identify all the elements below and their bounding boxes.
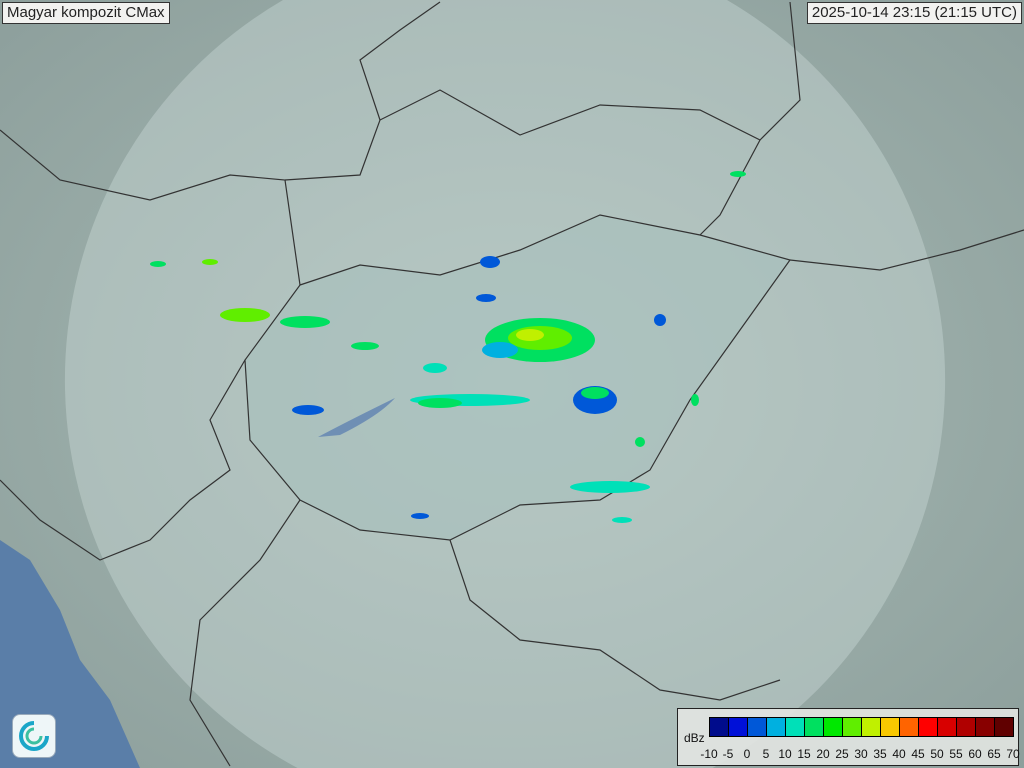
legend-swatch (976, 718, 995, 736)
legend-swatch (938, 718, 957, 736)
legend-tick-label: 65 (987, 747, 1001, 761)
adriatic-sea (0, 540, 140, 768)
legend-tick-label: 25 (835, 747, 849, 761)
legend-tick-label: 10 (778, 747, 792, 761)
hungary-area (245, 215, 790, 540)
radar-echoes (150, 171, 746, 523)
weather-service-swirl-icon (12, 714, 56, 758)
product-title: Magyar kompozit CMax (2, 2, 170, 24)
legend-swatch (919, 718, 938, 736)
legend-tick-label: 50 (930, 747, 944, 761)
legend-tick-label: 20 (816, 747, 830, 761)
lake-balaton (318, 398, 395, 437)
legend-swatch (805, 718, 824, 736)
legend-tick-label: 70 (1006, 747, 1020, 761)
legend-color-bar (709, 717, 1014, 737)
legend-tick-label: 60 (968, 747, 982, 761)
legend-swatch (710, 718, 729, 736)
legend-swatch (900, 718, 919, 736)
legend-swatch (862, 718, 881, 736)
legend-ticks: -10 -5 0 5 10 15 20 25 30 35 40 45 50 55 60 65 70 (700, 747, 1019, 761)
legend-swatch (957, 718, 976, 736)
legend-tick-label: 15 (797, 747, 811, 761)
dbz-legend: dBz -10 -5 0 5 10 15 20 25 30 35 40 45 50 55 60 65 70 (677, 708, 1020, 766)
timestamp: 2025-10-14 23:15 (21:15 UTC) (806, 2, 1022, 24)
legend-swatch (767, 718, 786, 736)
legend-swatch (881, 718, 900, 736)
legend-unit: dBz (684, 731, 705, 745)
legend-tick-label: -10 (700, 747, 718, 761)
legend-tick-label: 5 (762, 747, 770, 761)
legend-tick-label: 55 (949, 747, 963, 761)
legend-tick-label: 0 (743, 747, 751, 761)
legend-swatch (824, 718, 843, 736)
legend-swatch (843, 718, 862, 736)
legend-tick-label: 45 (911, 747, 925, 761)
legend-tick-label: 40 (892, 747, 906, 761)
legend-tick-label: 30 (854, 747, 868, 761)
legend-tick-label: -5 (722, 747, 734, 761)
legend-swatch (786, 718, 805, 736)
legend-swatch (729, 718, 748, 736)
legend-tick-label: 35 (873, 747, 887, 761)
legend-swatch (995, 718, 1013, 736)
legend-swatch (748, 718, 767, 736)
